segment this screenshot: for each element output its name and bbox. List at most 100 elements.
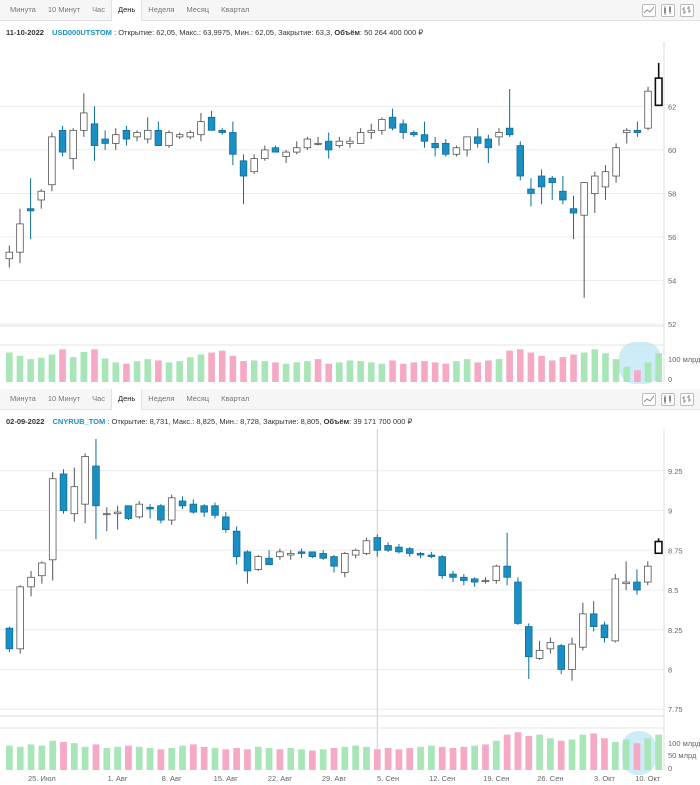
candle-body <box>243 551 252 572</box>
volume-bar <box>6 745 13 770</box>
candle-body <box>229 132 237 155</box>
chart2-plot[interactable]: 7.75 8 8.25 8.5 8.75 9 9.25 100 млрд 50 млрд 0 25.… <box>0 429 700 785</box>
candle-body <box>254 556 263 570</box>
candle-body <box>569 208 578 214</box>
candle-body <box>580 182 588 216</box>
candle-body <box>612 147 620 177</box>
volume-bar <box>179 745 186 770</box>
volume-bar <box>189 744 197 770</box>
tab-month[interactable]: Месяц <box>186 394 210 403</box>
chart2-toolbar: Минута 10 Минут Час День Неделя Месяц Кв… <box>0 389 700 410</box>
volume-bar <box>431 362 439 382</box>
candle-body <box>324 140 333 151</box>
line-chart-icon[interactable] <box>642 4 656 17</box>
candle-body <box>16 223 24 253</box>
candlestick-icon[interactable] <box>661 4 675 17</box>
volume-bar <box>276 749 284 770</box>
volume-bar <box>282 363 290 382</box>
candle-body <box>157 505 165 521</box>
volume-bar <box>197 354 205 382</box>
line-chart-icon[interactable] <box>642 393 656 406</box>
candle-body <box>146 506 154 510</box>
y-tick-label: 56 <box>668 233 676 242</box>
volume-bar <box>265 748 273 770</box>
volume-bar <box>449 748 457 770</box>
tab-hour[interactable]: Час <box>92 394 105 403</box>
chart2-ohlc: : Открытие: 8,731, Макс.: 8,825, Мин.: 8… <box>107 417 322 426</box>
candle-body <box>69 129 77 160</box>
chart2-ticker[interactable]: CNYRUB_TOM <box>52 417 106 426</box>
volume-bar <box>482 744 489 770</box>
volume-bar <box>208 352 215 382</box>
volume-bar <box>495 359 503 382</box>
tab-10-minutes[interactable]: 10 Минут <box>47 394 81 403</box>
candle-body <box>644 90 652 129</box>
candle-body <box>5 627 14 650</box>
tab-day[interactable]: День <box>110 389 143 410</box>
candle-body <box>218 129 226 133</box>
candle-body <box>81 456 89 505</box>
volume-bar <box>240 361 247 382</box>
candle-body <box>27 576 35 588</box>
volume-bar <box>101 358 109 382</box>
candle-body <box>232 530 241 558</box>
candle-body <box>388 116 397 129</box>
tab-minute[interactable]: Минута <box>10 5 36 14</box>
candle-body <box>135 503 143 518</box>
tab-10-minutes[interactable]: 10 Минут <box>47 5 81 14</box>
tab-month[interactable]: Месяц <box>186 5 210 14</box>
candle-body <box>438 556 446 577</box>
volume-bar <box>135 746 143 770</box>
volume-axis-label: 100 млрд <box>668 355 700 364</box>
candle-body <box>463 136 471 151</box>
candle-body <box>5 251 14 260</box>
y-tick-label: 7.75 <box>668 705 683 714</box>
volume-bar <box>287 748 295 770</box>
y-tick-label: 8.25 <box>668 626 683 635</box>
volume-bar <box>514 732 522 770</box>
chart1-plot[interactable]: 52 54 56 58 60 62 100 млрд 0 <box>0 42 700 387</box>
volume-bar <box>146 748 154 770</box>
candle-body <box>186 132 194 138</box>
volume-bar <box>389 360 396 382</box>
y-tick-label: 62 <box>668 102 676 111</box>
candle-body <box>431 142 439 149</box>
tab-minute[interactable]: Минута <box>10 394 36 403</box>
candle-body <box>124 505 133 519</box>
y-tick-label: 9 <box>668 507 672 516</box>
tab-hour[interactable]: Час <box>92 5 105 14</box>
volume-bar <box>538 355 545 382</box>
tab-week[interactable]: Неделя <box>148 5 175 14</box>
volume-bar <box>570 354 577 382</box>
candlestick-icon[interactable] <box>661 393 675 406</box>
candle-body <box>481 580 490 582</box>
candle-body <box>601 171 610 188</box>
x-tick-label: 26. Сен <box>537 774 563 783</box>
candle-body <box>416 553 425 556</box>
tab-day[interactable]: День <box>110 0 143 21</box>
volume-bar <box>211 748 219 770</box>
candle-body <box>207 116 216 131</box>
candle-body <box>474 136 482 144</box>
candle-body <box>460 576 468 581</box>
volume-bar <box>378 363 386 382</box>
x-tick-label: 25. Июл <box>28 774 56 783</box>
volume-bar <box>272 362 279 382</box>
x-tick-label: 12. Сен <box>429 774 455 783</box>
volume-axis-label: 0 <box>668 764 672 773</box>
bar-chart-icon[interactable] <box>680 393 694 406</box>
tab-week[interactable]: Неделя <box>148 394 175 403</box>
candle-body <box>293 147 301 153</box>
candle-body <box>452 147 461 155</box>
volume-bar <box>485 360 492 382</box>
candle-body <box>395 546 403 553</box>
volume-bar <box>91 349 98 382</box>
candle-body <box>101 138 109 144</box>
candle-body <box>525 626 533 658</box>
tab-quarter[interactable]: Квартал <box>221 5 250 14</box>
candle-body <box>527 188 535 194</box>
tab-quarter[interactable]: Квартал <box>221 394 250 403</box>
chart1-ticker[interactable]: USD000UTSTOM <box>52 28 112 37</box>
candle-body <box>611 578 620 642</box>
bar-chart-icon[interactable] <box>680 4 694 17</box>
